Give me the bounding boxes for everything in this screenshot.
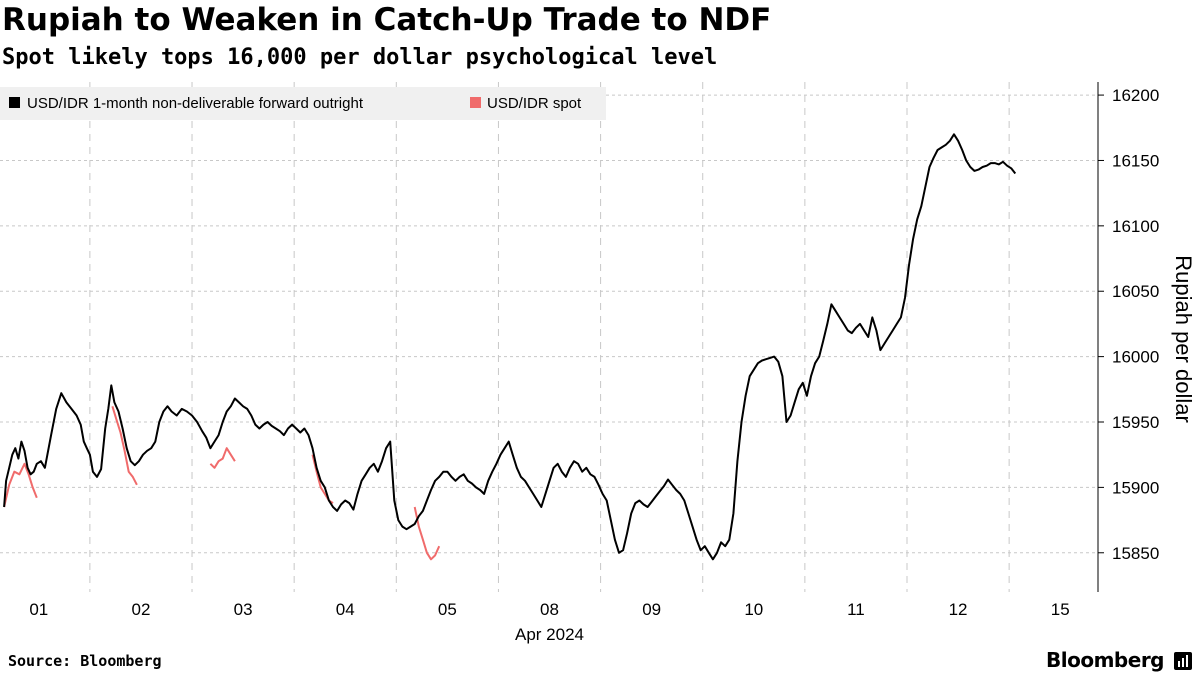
legend-label-spot: USD/IDR spot <box>487 95 582 112</box>
y-axis-label: Rupiah per dollar <box>1171 255 1196 423</box>
legend-swatch-ndf <box>9 97 20 108</box>
x-tick-label: 15 <box>1051 600 1070 619</box>
series-line-spot <box>111 406 138 486</box>
x-tick-label: 12 <box>949 600 968 619</box>
x-tick-label: 04 <box>336 600 355 619</box>
bloomberg-terminal-icon <box>1174 652 1192 670</box>
y-tick-label: 16100 <box>1112 217 1159 236</box>
series-line-spot <box>3 462 38 508</box>
series-line-ndf <box>3 133 1017 561</box>
x-tick-label: 05 <box>438 600 457 619</box>
brand-logo: Bloomberg <box>1046 648 1164 672</box>
legend-swatch-spot <box>470 97 481 108</box>
y-tick-label: 16200 <box>1112 86 1159 105</box>
series-line-spot <box>209 447 236 469</box>
legend-box <box>0 87 606 120</box>
x-tick-label: 09 <box>642 600 661 619</box>
x-tick-label: 08 <box>540 600 559 619</box>
y-tick-label: 15900 <box>1112 478 1159 497</box>
x-tick-label: 01 <box>29 600 48 619</box>
series-line-spot <box>413 506 441 561</box>
y-tick-label: 15850 <box>1112 544 1159 563</box>
source-note: Source: Bloomberg <box>8 652 162 670</box>
x-tick-label: 10 <box>744 600 763 619</box>
x-tick-label: 11 <box>847 600 865 619</box>
chart-subtitle: Spot likely tops 16,000 per dollar psych… <box>2 45 718 70</box>
y-tick-label: 16000 <box>1112 348 1159 367</box>
x-tick-label: 02 <box>131 600 150 619</box>
legend-label-ndf: USD/IDR 1-month non-deliverable forward … <box>27 95 364 112</box>
y-tick-label: 16150 <box>1112 151 1159 170</box>
y-tick-label: 15950 <box>1112 413 1159 432</box>
x-tick-label: 03 <box>234 600 253 619</box>
chart-title: Rupiah to Weaken in Catch-Up Trade to ND… <box>2 2 772 38</box>
y-tick-label: 16050 <box>1112 282 1159 301</box>
x-axis-label: Apr 2024 <box>515 625 584 644</box>
